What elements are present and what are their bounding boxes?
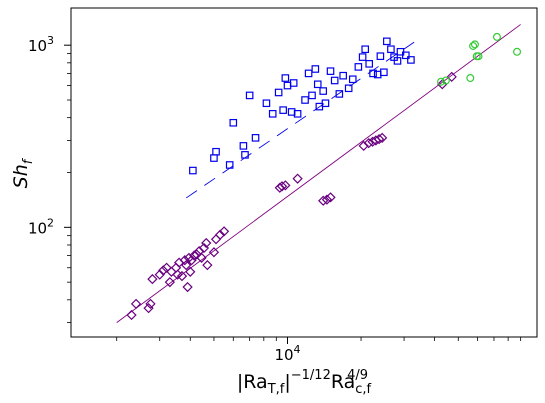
square-marker (344, 84, 353, 93)
diamond-marker (292, 173, 303, 184)
diamond-marker (437, 79, 448, 90)
square-marker (393, 57, 402, 65)
plot-area (70, 7, 538, 338)
square-marker (339, 71, 347, 80)
square-marker (262, 99, 271, 108)
square-marker (335, 90, 344, 98)
diamond-marker (363, 137, 374, 149)
diamond-marker (145, 298, 156, 310)
square-marker (229, 118, 238, 127)
square-marker (383, 37, 391, 46)
circle-marker (513, 47, 522, 56)
square-marker (407, 56, 415, 64)
diamond-marker (130, 298, 142, 310)
circle-marker (441, 76, 450, 85)
square-marker (268, 110, 277, 118)
diamond-marker (185, 266, 196, 277)
square-marker (365, 60, 374, 68)
square-marker (348, 75, 357, 84)
square-marker (321, 99, 330, 108)
square-marker (358, 53, 367, 61)
circle-marker (466, 74, 475, 83)
square-marker (326, 67, 335, 75)
square-marker (241, 151, 249, 159)
square-marker (308, 91, 316, 100)
diamond-marker (176, 270, 188, 282)
square-marker (319, 87, 327, 95)
diamond-marker (191, 249, 202, 260)
diamond-marker (321, 194, 333, 205)
diamond-marker (276, 181, 288, 192)
y-tick-label: 103 (28, 34, 54, 55)
square-marker (301, 96, 309, 104)
square-marker (304, 69, 313, 78)
x-axis-ticks: 104 (274, 337, 301, 364)
x-minor-ticks (116, 337, 522, 341)
square-marker (212, 147, 220, 156)
diamond-marker (208, 247, 220, 258)
square-marker (387, 45, 395, 54)
y-axis-label: Shf (10, 157, 36, 188)
diamond-marker (446, 71, 457, 83)
diamond-marker (325, 192, 336, 203)
square-marker (311, 65, 320, 73)
square-marker (274, 88, 283, 97)
x-tick-label: 104 (274, 343, 300, 364)
diamond-marker (147, 273, 158, 285)
fit-line-dashed (185, 41, 415, 199)
square-marker (225, 161, 234, 169)
data-points (126, 32, 522, 321)
square-marker (239, 142, 248, 150)
square-marker (354, 63, 363, 71)
diamond-marker (218, 226, 230, 237)
diamond-marker (196, 252, 207, 263)
diamond-marker (373, 133, 385, 145)
diamond-marker (154, 269, 165, 280)
square-marker (380, 68, 388, 77)
diamond-marker (158, 265, 169, 276)
square-marker (369, 69, 377, 78)
circle-marker (474, 52, 483, 61)
square-marker (376, 52, 385, 60)
diamond-marker (126, 309, 137, 321)
y-axis-ticks: 102 103 (28, 34, 71, 237)
circle-marker (469, 41, 478, 50)
diamond-marker (280, 180, 291, 191)
diamond-marker (182, 281, 193, 293)
diamond-marker (214, 229, 226, 240)
circle-marker (437, 77, 446, 86)
square-marker (330, 76, 339, 85)
square-marker (281, 74, 290, 82)
square-marker (402, 51, 410, 60)
diamond-marker (376, 132, 388, 143)
diamond-marker (164, 277, 175, 288)
square-marker (361, 45, 370, 54)
diamond-marker (181, 260, 192, 271)
x-axis-label: |RaT,f|−1/12Rac,f4/9 (237, 368, 372, 397)
diamond-marker (318, 195, 329, 206)
y-tick-label: 102 (28, 216, 54, 237)
square-marker (313, 80, 322, 89)
square-marker (293, 110, 302, 118)
y-minor-ticks (67, 53, 71, 323)
square-marker (189, 166, 197, 175)
square-marker (289, 79, 298, 87)
circle-marker (470, 40, 479, 49)
diamond-marker (179, 255, 190, 266)
square-marker (245, 91, 254, 100)
diamond-marker (202, 260, 213, 271)
square-marker (279, 106, 287, 114)
diamond-marker (201, 237, 212, 249)
square-marker (251, 134, 260, 142)
circle-marker (492, 32, 501, 41)
